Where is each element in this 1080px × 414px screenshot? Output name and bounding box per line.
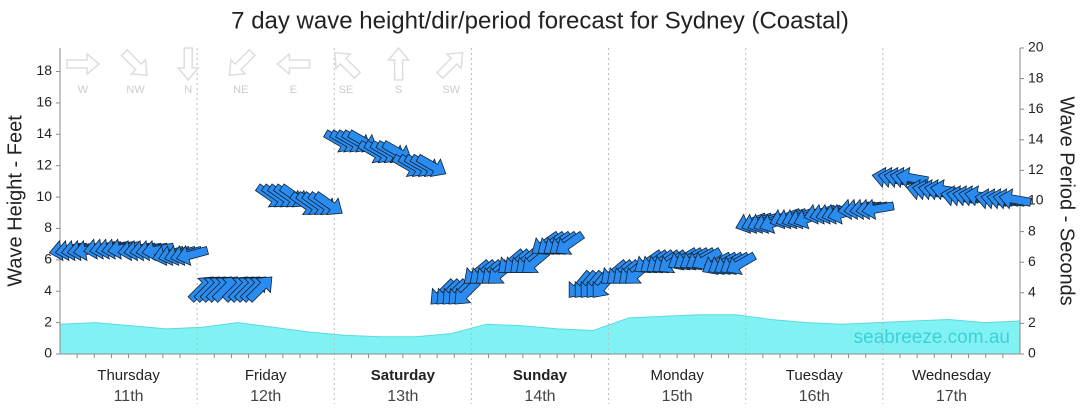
compass-arrow [66, 52, 101, 76]
period-arrow-shadow [726, 251, 757, 275]
y2-tick-label: 8 [1028, 222, 1036, 238]
y2-tick-label: 18 [1028, 69, 1044, 85]
y2-tick-label: 0 [1028, 345, 1036, 361]
y2-tick-label: 16 [1028, 100, 1044, 116]
date-label: 12th [250, 388, 281, 405]
period-arrow-shadow [861, 198, 895, 220]
period-arrow-shadow [313, 191, 343, 216]
y-axis-label: Wave Height - Feet [4, 115, 26, 287]
compass-arrow [176, 47, 200, 82]
compass-label: NW [126, 84, 145, 96]
y-tick-label: 6 [44, 251, 52, 267]
day-label: Sunday [513, 367, 568, 384]
date-label: 11th [114, 388, 144, 405]
y2-tick-label: 4 [1028, 284, 1036, 300]
compass-arrow [228, 48, 257, 77]
compass-label: SW [442, 84, 460, 96]
y2-tick-label: 14 [1028, 131, 1044, 147]
period-arrow-shadow [415, 153, 447, 178]
compass-arrow [435, 51, 464, 80]
date-label: 15th [662, 388, 693, 405]
chart-title: 7 day wave height/dir/period forecast fo… [231, 7, 849, 34]
compass-arrow [276, 52, 311, 76]
compass-label: E [290, 84, 297, 96]
y-tick-label: 8 [44, 219, 52, 235]
day-label: Thursday [97, 367, 160, 384]
compass-label: SE [339, 84, 354, 96]
y-tick-label: 4 [44, 282, 52, 298]
y2-axis-label: Wave Period - Seconds [1056, 96, 1078, 305]
date-label: 14th [524, 388, 555, 405]
period-arrow-shadow [175, 244, 209, 266]
y2-tick-label: 20 [1028, 39, 1044, 55]
date-label: 16th [799, 388, 830, 405]
compass-arrow [120, 48, 148, 77]
y2-tick-label: 6 [1028, 253, 1036, 269]
y-tick-label: 14 [36, 125, 52, 141]
watermark: seabreeze.com.au [854, 327, 1010, 348]
compass-label: N [184, 84, 192, 96]
day-label: Tuesday [786, 367, 843, 384]
y2-tick-label: 10 [1028, 192, 1044, 208]
compass-label: W [78, 84, 89, 96]
period-arrow-shadow [245, 276, 273, 303]
y2-tick-label: 2 [1028, 314, 1036, 330]
y-tick-label: 18 [36, 62, 52, 78]
date-label: 13th [387, 388, 418, 405]
period-arrow-shadow [998, 188, 1032, 210]
y-tick-label: 12 [36, 156, 52, 172]
day-label: Wednesday [912, 367, 991, 384]
y-tick-label: 16 [36, 94, 52, 110]
date-label: 17th [936, 388, 967, 405]
day-label: Monday [650, 367, 704, 384]
day-label: Saturday [371, 367, 436, 384]
y2-tick-label: 12 [1028, 161, 1044, 177]
wave-height-area [59, 314, 1021, 355]
y-tick-label: 10 [36, 188, 52, 204]
period-arrow-shadow [555, 230, 586, 255]
period-arrow-shadow [895, 166, 929, 189]
y-tick-label: 0 [44, 345, 52, 361]
y-tick-label: 2 [44, 313, 52, 329]
compass-arrow [386, 46, 411, 81]
compass-label: NE [233, 84, 248, 96]
compass-arrow [333, 51, 362, 80]
compass-label: S [395, 84, 402, 96]
day-label: Friday [245, 367, 287, 384]
